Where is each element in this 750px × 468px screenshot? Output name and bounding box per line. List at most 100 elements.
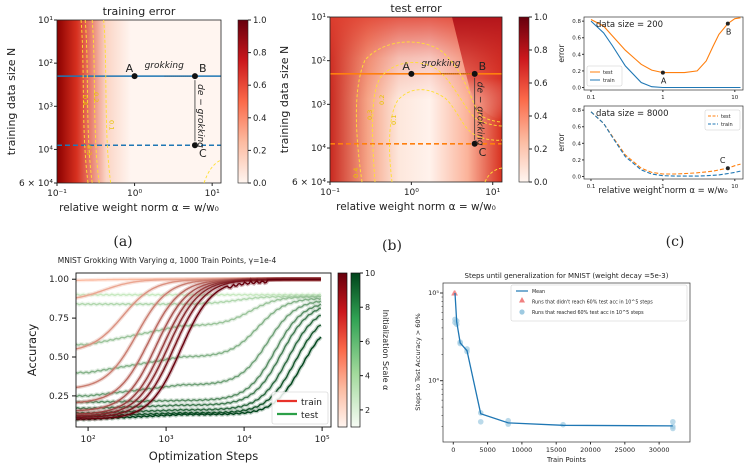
line-panel-c-top: A B 0.1 1 10 0.0 0.2 0.4 0.6 0.8 error data size = … xyxy=(557,16,744,101)
x-tick-label: 10⁻¹ xyxy=(320,188,340,198)
series-line-train xyxy=(590,111,741,177)
x-tick-label: 5000 xyxy=(479,446,496,454)
x-axis-label: Optimization Steps xyxy=(149,449,258,463)
x-tick-label: 1 xyxy=(661,184,665,190)
reached-run-marker xyxy=(670,425,676,432)
legend-box xyxy=(704,109,741,131)
point-label: A xyxy=(402,60,410,73)
y-axis-label: Accuracy xyxy=(25,324,39,377)
axes-frame xyxy=(56,19,222,184)
series-line-train xyxy=(590,20,741,89)
y-tick-label: 10² xyxy=(38,59,53,69)
legend-swatch xyxy=(519,297,525,303)
y-tick-label: 10⁵ xyxy=(428,289,439,297)
colorbar xyxy=(237,19,249,184)
x-axis-label: relative weight norm α = w/w₀ xyxy=(336,201,496,213)
x-tick-label: 10 xyxy=(731,95,738,101)
contour-label: 0.2 xyxy=(92,92,100,102)
colorbar-tick-label: 1.0 xyxy=(253,16,267,26)
chart-title: test error xyxy=(390,2,442,15)
x-axis-label: Train Points xyxy=(546,456,586,464)
y-tick-label: 10⁴ xyxy=(311,144,326,154)
contour-label: 0.2 xyxy=(378,95,386,105)
y-tick-label: 0.4 xyxy=(572,52,581,58)
test-series-line xyxy=(75,295,322,346)
x-tick-label: 30000 xyxy=(649,446,670,454)
axes-frame xyxy=(75,272,332,428)
x-tick-label: 10¹ xyxy=(205,189,220,199)
colorbar-tick-label: 0.0 xyxy=(534,178,548,188)
panel-label-a: (a) xyxy=(113,234,132,250)
point-label: C xyxy=(199,147,207,160)
point-label: A xyxy=(661,77,667,86)
contour-line xyxy=(355,41,503,183)
y-tick-label: 10³ xyxy=(38,102,53,112)
point-label: C xyxy=(479,146,487,159)
contour-label: 0.1 xyxy=(108,120,116,130)
line-panel-c-bottom: C 0.1 1 10 0.0 0.2 0.4 0.6 0.8 error data size = 8… xyxy=(557,105,744,196)
y-tick-label: 0.0 xyxy=(572,86,581,92)
x-tick-label: 20000 xyxy=(580,446,601,454)
colorbar-tick-label: 0.8 xyxy=(253,49,267,59)
point-marker xyxy=(471,140,478,147)
x-tick-label: 1 xyxy=(661,95,665,101)
legend-label: Runs that didn't reach 60% test acc in 1… xyxy=(532,300,653,306)
y-tick-label: 6 × 10⁴ xyxy=(19,179,53,189)
contour-line xyxy=(372,62,503,183)
y-tick-label: 0.25 xyxy=(49,392,69,402)
colorbar-tick-label: 1.0 xyxy=(534,13,548,23)
x-axis-label: relative weight norm α = w/w₀ xyxy=(598,186,728,196)
y-axis-label: Steps to Test Accuracy > 60% xyxy=(414,313,422,410)
plot-title: data size = 200 xyxy=(596,20,663,30)
x-tick-label: 0 xyxy=(451,446,455,454)
colorbar-tick-label: 0.8 xyxy=(534,46,548,56)
y-tick-label: 0.50 xyxy=(49,353,69,363)
mean-line xyxy=(454,292,673,427)
x-tick-label: 10⁴ xyxy=(237,435,252,445)
panel-label-c: (c) xyxy=(666,234,685,250)
series-line-test xyxy=(590,17,741,74)
colorbar-tick-label: 2 xyxy=(365,406,370,415)
colorbar-tick-label: 0.6 xyxy=(534,79,548,89)
y-tick-label: 0.8 xyxy=(572,19,581,25)
line-panel-mnist-grokking: 10² 10³ 10⁴ 10⁵ 0.25 0.50 0.75 1.00 MNIST Grokki… xyxy=(25,256,390,463)
legend-label: Runs that reached 60% test acc in 10^5 s… xyxy=(532,310,644,316)
contour-line xyxy=(203,159,222,184)
x-tick-label: 10 xyxy=(731,184,738,190)
y-tick-label: 0.2 xyxy=(572,69,581,75)
x-tick-label: 15000 xyxy=(546,446,567,454)
x-tick-label: 10³ xyxy=(159,435,174,445)
x-tick-label: 0.1 xyxy=(587,95,596,101)
contour-label: 0.1 xyxy=(390,115,398,125)
test-series-line xyxy=(75,297,322,374)
colorbar-tick-label: 0.0 xyxy=(253,179,267,189)
colorbar-tick-label: 10 xyxy=(365,269,375,278)
legend-box xyxy=(586,65,623,87)
x-tick-label: 10⁻¹ xyxy=(47,189,67,199)
contour-line xyxy=(80,19,89,184)
test-colorbar xyxy=(350,272,361,428)
contour-line xyxy=(103,19,112,184)
y-axis-label: training data size N xyxy=(278,46,291,153)
line-panel-steps-generalization: 0 5000 10000 15000 20000 25000 30000 10⁴ 10⁵ Step… xyxy=(414,272,691,464)
contour-label: 0.3 xyxy=(85,145,93,155)
colorbar-tick-label: 0.4 xyxy=(534,112,548,122)
point-label: B xyxy=(726,28,732,37)
point-marker xyxy=(660,70,665,75)
point-marker xyxy=(191,142,198,149)
point-marker xyxy=(725,166,730,171)
point-marker xyxy=(131,73,138,80)
colorbar-label: Initialization Scale α xyxy=(381,310,390,391)
test-series-line xyxy=(75,293,322,297)
train-colorbar xyxy=(337,272,348,428)
y-tick-label: 10² xyxy=(311,57,326,67)
point-label: A xyxy=(126,62,134,75)
point-label: C xyxy=(720,156,726,165)
y-tick-label: 1.00 xyxy=(49,275,69,285)
point-label: B xyxy=(479,60,487,73)
colorbar-tick-label: 0.2 xyxy=(253,146,267,156)
plot-title: data size = 8000 xyxy=(596,109,669,119)
point-label: B xyxy=(199,62,207,75)
